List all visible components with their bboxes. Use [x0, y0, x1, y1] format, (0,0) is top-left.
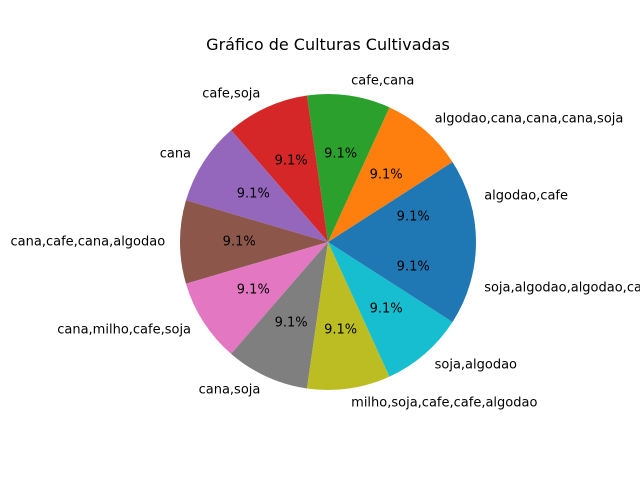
- pie-slice: [328, 242, 476, 323]
- pie-slice: [179, 200, 328, 284]
- percent-labels: 9.1% 9.1% 9.1% 9.1% 9.1% 9.1% 9.1% 9.1% 9.1% 9.1%…: [223, 147, 430, 338]
- pie-slice: [185, 130, 328, 242]
- pie-slice: [328, 107, 453, 242]
- percent-label: 9.1%: [397, 209, 430, 224]
- pie-slice: [306, 94, 390, 242]
- slice-label: cafe,soja: [202, 86, 260, 101]
- slice-label: cana,soja: [199, 383, 261, 398]
- slice-label: milho,soja,cafe,cafe,algodao: [351, 396, 537, 411]
- percent-label: 9.1%: [370, 167, 403, 182]
- percent-label: 9.1%: [237, 283, 270, 298]
- slice-label: soja,algodao,algodao,cafe: [484, 280, 640, 295]
- slice-label: algodao,cana,cana,cana,soja: [435, 111, 624, 126]
- pie-slice: [328, 161, 476, 242]
- percent-label: 9.1%: [275, 315, 308, 330]
- percent-label: 9.1%: [324, 147, 357, 162]
- pie-slices: [179, 94, 476, 390]
- percent-label: 9.1%: [237, 186, 270, 201]
- pie-slice: [231, 95, 328, 242]
- percent-label: 9.1%: [397, 260, 430, 275]
- pie-slice: [231, 242, 328, 389]
- percent-label: 9.1%: [370, 302, 403, 317]
- chart-title: Gráfico de Culturas Cultivadas: [206, 35, 450, 54]
- percent-label: 9.1%: [324, 322, 357, 337]
- pie-slice: [328, 242, 453, 377]
- slice-label: cana,cafe,cana,algodao: [11, 235, 166, 250]
- slice-label: algodao,cafe: [484, 189, 568, 204]
- pie-slice: [185, 242, 328, 354]
- slice-label: cana,milho,cafe,soja: [57, 323, 191, 338]
- percent-label: 9.1%: [223, 235, 256, 250]
- pie-slice: [306, 242, 390, 390]
- percent-label: 9.1%: [275, 154, 308, 169]
- slice-label: soja,algodao: [435, 358, 517, 373]
- slice-label: cafe,cana: [351, 73, 414, 88]
- slice-label: cana: [160, 146, 191, 161]
- slice-labels: algodao,cafe algodao,cana,cana,cana,soja c…: [11, 73, 640, 410]
